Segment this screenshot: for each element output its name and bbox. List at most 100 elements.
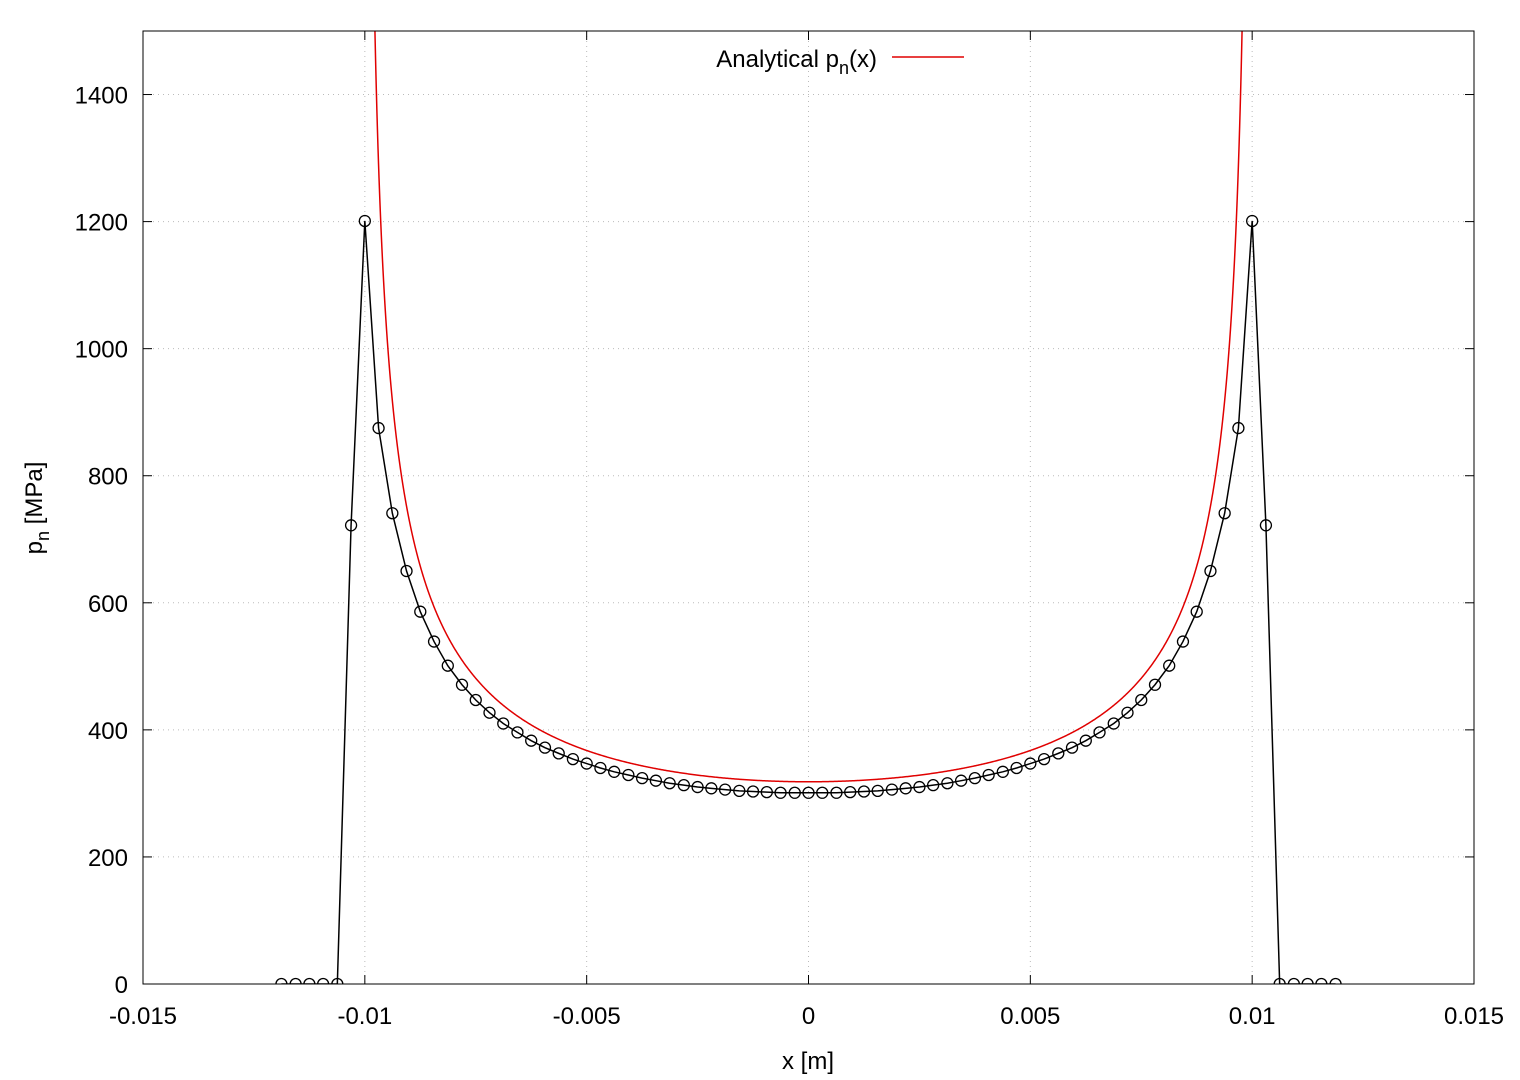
- numerical-point: [1190, 605, 1203, 618]
- numerical-point: [816, 786, 829, 799]
- numerical-point: [871, 784, 884, 798]
- numerical-point: [663, 777, 676, 790]
- x-tick-label: 0.015: [1444, 1003, 1504, 1030]
- numerical-point: [358, 214, 371, 228]
- numerical-point: [746, 785, 760, 798]
- x-tick-label: -0.015: [109, 1003, 177, 1030]
- numerical-point: [1010, 761, 1023, 775]
- x-tick-label: 0.005: [1000, 1003, 1060, 1030]
- numerical-point: [372, 421, 385, 435]
- grid-lines: [143, 31, 1474, 984]
- x-axis-title: x [m]: [782, 1048, 834, 1075]
- numerical-point: [954, 774, 968, 787]
- y-axis-title-sub: n: [33, 531, 53, 541]
- numerical-point: [1037, 752, 1051, 766]
- x-tick-label: 0.01: [1229, 1003, 1276, 1030]
- numerical-curve: [281, 220, 1336, 984]
- numerical-point: [941, 777, 954, 790]
- numerical-point: [1135, 693, 1148, 707]
- x-tick-labels: -0.015 -0.01 -0.005 0 0.005 0.01 0.015: [109, 1003, 1504, 1030]
- numerical-point: [386, 507, 399, 520]
- legend-label-base: Analytical p: [716, 46, 839, 73]
- numerical-point: [608, 765, 621, 778]
- numerical-point: [566, 752, 580, 766]
- numerical-point: [857, 785, 871, 798]
- numerical-point: [344, 519, 358, 532]
- numerical-point: [968, 772, 982, 785]
- numerical-point: [885, 783, 899, 796]
- numerical-point: [525, 734, 538, 747]
- numerical-point: [802, 786, 815, 799]
- numerical-point: [1148, 678, 1162, 691]
- numerical-point: [552, 747, 565, 760]
- numerical-point: [677, 778, 690, 792]
- numerical-point: [705, 782, 718, 795]
- numerical-point: [927, 778, 940, 792]
- numerical-point: [289, 977, 302, 984]
- numerical-point: [830, 786, 843, 799]
- y-tick-label: 0: [115, 972, 128, 999]
- numerical-point: [441, 659, 454, 672]
- numerical-point: [733, 784, 746, 798]
- numerical-point: [1329, 977, 1342, 984]
- numerical-point: [1301, 977, 1314, 984]
- numerical-point: [1218, 507, 1231, 520]
- numerical-point: [303, 977, 316, 984]
- numerical-point: [497, 717, 510, 730]
- x-tick-label: -0.01: [337, 1003, 392, 1030]
- numerical-point: [427, 635, 441, 648]
- legend-label-sub: n: [839, 58, 849, 78]
- numerical-point: [788, 786, 801, 799]
- numerical-point: [414, 605, 427, 618]
- series-layer: [275, 31, 1342, 984]
- numerical-point: [635, 772, 649, 785]
- numerical-point: [774, 786, 787, 799]
- y-tick-label: 600: [88, 591, 128, 618]
- y-tick-label: 200: [88, 845, 128, 872]
- y-tick-label: 400: [88, 718, 128, 745]
- tick-marks: [142, 31, 1475, 985]
- y-tick-label: 1400: [75, 83, 128, 110]
- numerical-point: [511, 726, 524, 739]
- numerical-point: [1246, 214, 1259, 228]
- x-tick-label: -0.005: [553, 1003, 621, 1030]
- numerical-point: [1093, 726, 1106, 739]
- numerical-point: [594, 761, 607, 775]
- numerical-point: [1065, 741, 1079, 754]
- legend-label-rest: (x): [849, 46, 877, 73]
- numerical-point: [1163, 659, 1176, 672]
- numerical-point: [1259, 519, 1273, 532]
- numerical-point: [913, 780, 926, 794]
- y-axis-title: pn [MPa]: [21, 462, 53, 555]
- numerical-point: [1052, 747, 1065, 760]
- numerical-point: [899, 782, 912, 795]
- numerical-point: [483, 706, 496, 719]
- numerical-point: [331, 977, 344, 984]
- numerical-point: [469, 693, 482, 707]
- numerical-point: [1273, 977, 1286, 984]
- y-axis-title-rest: [MPa]: [21, 462, 48, 531]
- numerical-point: [1204, 564, 1217, 578]
- numerical-point: [580, 757, 593, 770]
- numerical-point: [691, 780, 704, 794]
- numerical-point: [1079, 734, 1092, 747]
- numerical-point: [1232, 421, 1245, 435]
- numerical-point: [622, 768, 635, 782]
- numerical-point: [316, 977, 330, 984]
- numerical-point: [1287, 977, 1301, 984]
- legend-label-analytical: Analytical pn(x): [716, 46, 877, 78]
- numerical-point: [1176, 635, 1190, 648]
- numerical-point: [996, 765, 1009, 778]
- x-tick-label: 0: [802, 1003, 815, 1030]
- numerical-point: [1024, 757, 1037, 770]
- numerical-point: [1121, 706, 1134, 719]
- numerical-point: [760, 785, 773, 799]
- numerical-point: [1107, 717, 1120, 730]
- numerical-point: [844, 785, 857, 799]
- analytical-curve: [374, 31, 1243, 783]
- numerical-point: [649, 774, 663, 787]
- y-tick-labels: 0 200 400 600 800 1000 1200 1400: [75, 83, 128, 999]
- numerical-point: [400, 564, 413, 578]
- y-tick-label: 800: [88, 464, 128, 491]
